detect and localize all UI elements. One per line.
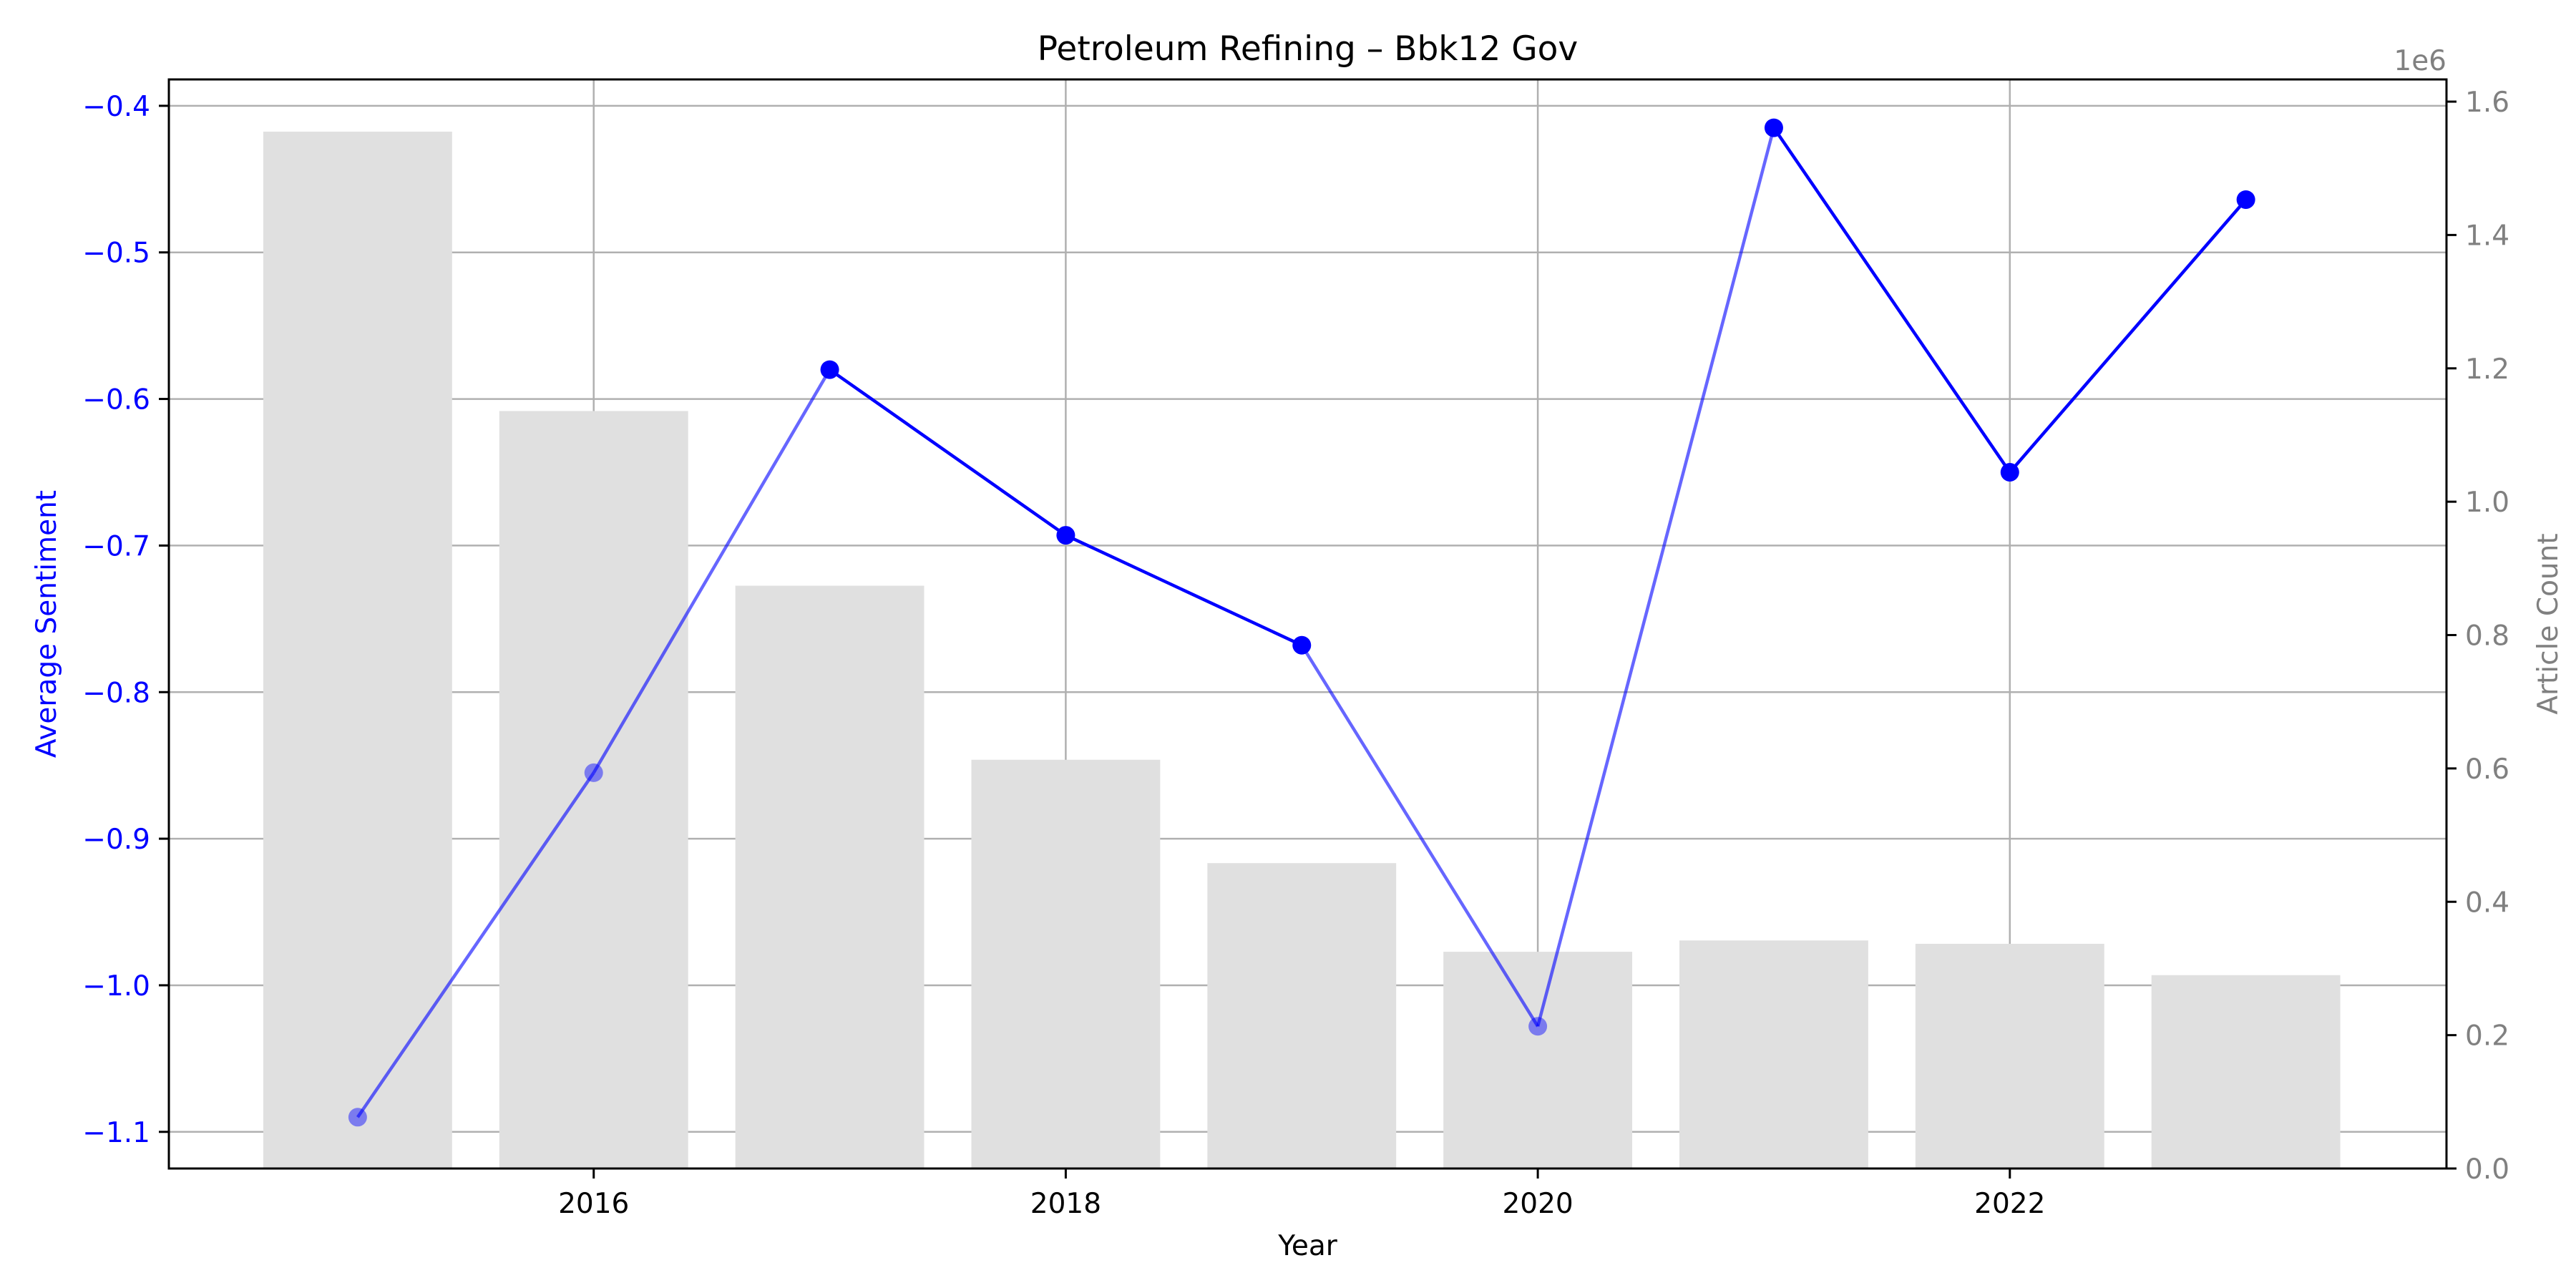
bar xyxy=(1679,940,1868,1169)
x-axis-label: Year xyxy=(1277,1230,1338,1262)
line-segment xyxy=(356,771,595,1118)
plot-frame xyxy=(167,78,2448,1170)
line-segment xyxy=(1536,127,1776,1027)
right-y-axis: 0.0 0.2 0.4 0.6 0.8 1.0 1.2 1.4 1.6 xyxy=(2446,87,2509,1186)
right-axis-offset-label: 1e6 xyxy=(2394,45,2446,77)
x-tick-label: 2018 xyxy=(1030,1188,1101,1220)
data-point xyxy=(1764,118,1783,137)
left-y-axis-label: Average Sentiment xyxy=(31,490,63,758)
right-y-axis-label: Article Count xyxy=(2532,533,2565,714)
data-point xyxy=(584,763,603,782)
y-right-tick-label: 1.0 xyxy=(2465,487,2509,519)
line-segment xyxy=(1065,534,1303,647)
bar xyxy=(1443,952,1633,1169)
y-tick-label: −0.5 xyxy=(82,238,150,270)
left-y-axis: −1.1 −1.0 −0.9 −0.8 −0.7 −0.6 −0.5 −0.4 xyxy=(82,91,169,1149)
y-right-tick-label: 0.2 xyxy=(2465,1020,2509,1053)
line-segment xyxy=(2009,198,2248,474)
y-right-tick-label: 1.4 xyxy=(2465,220,2509,252)
y-tick-label: −0.6 xyxy=(82,384,150,416)
bar xyxy=(971,759,1161,1169)
chart-title: Petroleum Refining – Bbk12 Gov xyxy=(1038,29,1579,69)
data-point xyxy=(1056,526,1075,545)
y-tick-label: −0.9 xyxy=(82,824,150,856)
data-point xyxy=(348,1108,367,1127)
y-tick-label: −0.8 xyxy=(82,677,150,709)
data-point xyxy=(1528,1017,1548,1036)
y-right-tick-label: 1.2 xyxy=(2465,353,2509,386)
line-segment xyxy=(829,368,1067,537)
bar xyxy=(2151,975,2341,1169)
x-tick-label: 2022 xyxy=(1974,1188,2045,1220)
bar xyxy=(1915,943,2104,1169)
y-tick-label: −1.0 xyxy=(82,970,150,1002)
y-right-tick-label: 0.4 xyxy=(2465,887,2509,919)
y-tick-label: −0.7 xyxy=(82,530,150,562)
y-right-tick-label: 1.6 xyxy=(2465,87,2509,119)
y-right-tick-label: 0.8 xyxy=(2465,620,2509,653)
y-right-tick-label: 0.0 xyxy=(2465,1153,2509,1186)
data-point xyxy=(2000,462,2019,482)
bar xyxy=(263,131,452,1169)
line-series-average-sentiment xyxy=(348,118,2255,1127)
data-point xyxy=(2236,190,2255,209)
bar xyxy=(1207,863,1397,1169)
x-axis: 2016 2018 2020 2022 xyxy=(558,1169,2045,1220)
line-segment xyxy=(1300,644,1540,1028)
y-right-tick-label: 0.6 xyxy=(2465,753,2509,786)
bar xyxy=(499,411,688,1169)
bar xyxy=(735,585,924,1169)
x-tick-label: 2020 xyxy=(1502,1188,1573,1220)
line-segment xyxy=(592,369,831,774)
bar-series-article-count xyxy=(263,131,2341,1169)
line-segment xyxy=(1772,127,2011,474)
data-point xyxy=(1292,635,1312,655)
y-tick-label: −0.4 xyxy=(82,91,150,123)
data-point xyxy=(820,360,839,379)
y-tick-label: −1.1 xyxy=(82,1117,150,1149)
x-tick-label: 2016 xyxy=(558,1188,629,1220)
